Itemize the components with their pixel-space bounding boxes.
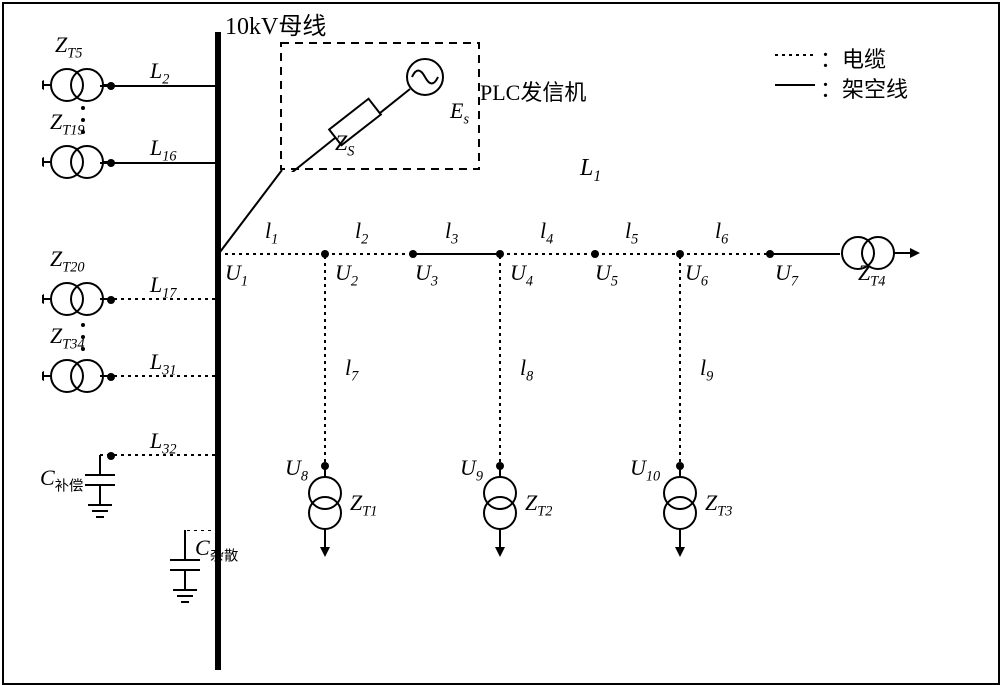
- label-u2: U2: [335, 260, 358, 290]
- node-l17: [106, 295, 116, 305]
- label-zt5: ZT5: [55, 32, 82, 62]
- label-u7: U7: [775, 260, 798, 290]
- label-zt3: ZT3: [705, 490, 732, 520]
- label-u6: U6: [685, 260, 708, 290]
- branch-l9-line: [678, 256, 682, 466]
- label-seg-l6: l6: [715, 218, 728, 248]
- label-L1: L1: [580, 155, 601, 186]
- legend-overhead-line: [775, 83, 815, 87]
- label-zt20: ZT20: [50, 246, 85, 276]
- legend-overhead-label: ：架空线: [820, 72, 908, 104]
- label-u3: U3: [415, 260, 438, 290]
- label-seg-l3: l3: [445, 218, 458, 248]
- node-u7: [765, 249, 775, 259]
- label-seg-l7: l7: [345, 355, 358, 385]
- legend-cable-label: ：电缆: [820, 42, 886, 74]
- label-c-comp: C补偿: [40, 465, 83, 495]
- label-l31: L31: [150, 349, 177, 379]
- label-u1: U1: [225, 260, 248, 290]
- capacitor-comp-icon: [80, 455, 120, 535]
- label-zt19: ZT19: [50, 109, 85, 139]
- transformer-zt20-icon: [42, 272, 112, 327]
- label-seg-l9: l9: [700, 355, 713, 385]
- transformer-zt3-icon: [653, 465, 708, 575]
- node-l2: [106, 81, 116, 91]
- label-seg-l8: l8: [520, 355, 533, 385]
- label-c-stray: C杂散: [195, 535, 238, 565]
- transformer-zt2-icon: [473, 465, 528, 575]
- label-l16: L16: [150, 135, 177, 165]
- transformer-zt1-icon: [298, 465, 353, 575]
- label-u4: U4: [510, 260, 533, 290]
- label-seg-l5: l5: [625, 218, 638, 248]
- label-es: Es: [450, 98, 469, 128]
- branch-l7-line: [323, 256, 327, 466]
- transformer-zt5-icon: [42, 58, 112, 113]
- label-seg-l2: l2: [355, 218, 368, 248]
- page-title: 10kV母线: [225, 6, 326, 41]
- label-zt2: ZT2: [525, 490, 552, 520]
- label-u5: U5: [595, 260, 618, 290]
- label-seg-l1: l1: [265, 218, 278, 248]
- label-seg-l4: l4: [540, 218, 553, 248]
- transformer-zt34-icon: [42, 349, 112, 404]
- branch-l8-line: [498, 256, 502, 466]
- label-zs: ZS: [335, 130, 354, 160]
- transformer-zt19-icon: [42, 135, 112, 190]
- node-l16: [106, 158, 116, 168]
- label-l17: L17: [150, 272, 177, 302]
- node-u5: [590, 249, 600, 259]
- label-plc: PLC发信机: [480, 75, 586, 107]
- label-zt4: ZT4: [858, 260, 885, 290]
- node-u3: [408, 249, 418, 259]
- label-zt34: ZT34: [50, 323, 85, 353]
- label-zt1: ZT1: [350, 490, 377, 520]
- legend-cable-line: [775, 53, 815, 57]
- node-l31: [106, 372, 116, 382]
- label-l32: L32: [150, 428, 177, 458]
- label-l2: L2: [150, 58, 169, 88]
